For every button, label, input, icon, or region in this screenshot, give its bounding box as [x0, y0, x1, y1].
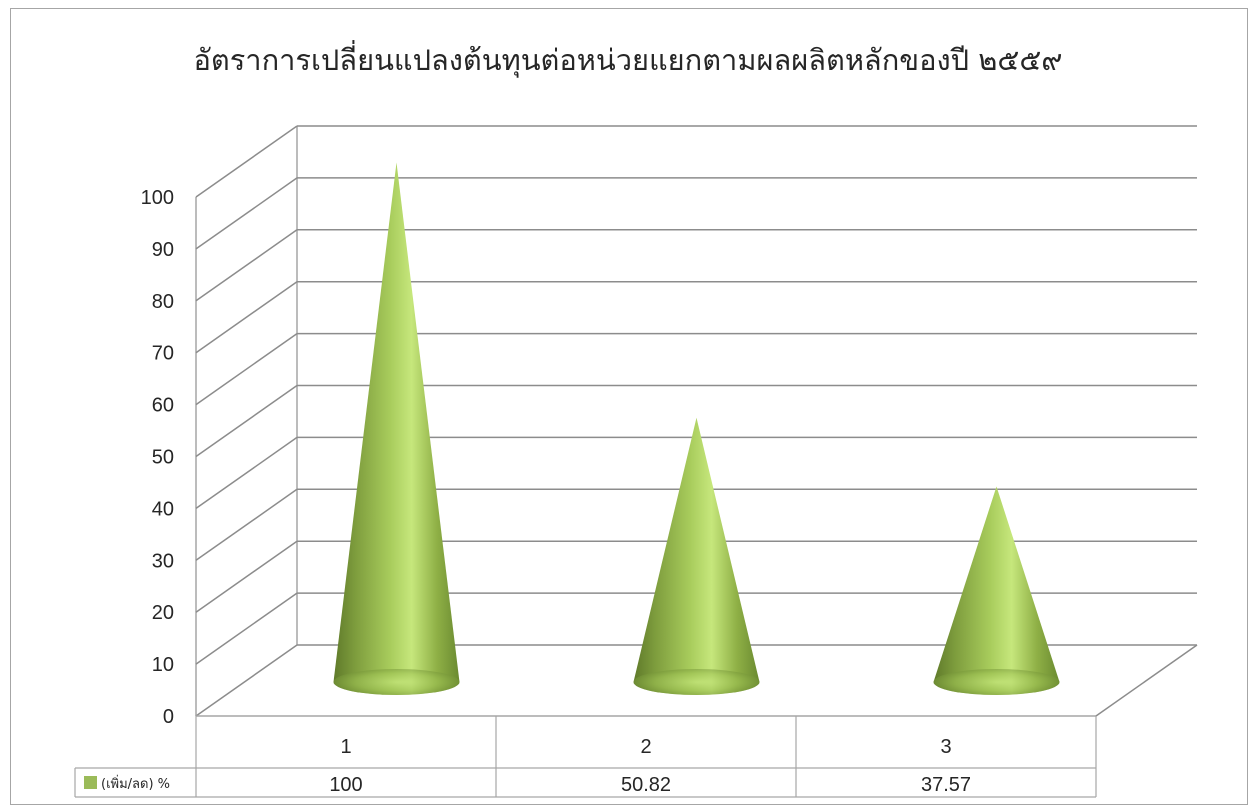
y-tick-label: 40 — [152, 498, 174, 520]
gridline-side — [195, 644, 298, 717]
gridline-side — [195, 384, 298, 458]
y-tick-label: 10 — [152, 654, 174, 676]
cone-body — [933, 486, 1060, 695]
legend-label: (เพิ่ม/ลด) % — [101, 775, 170, 792]
gridline-side — [195, 229, 298, 302]
floor-side-edge — [1095, 644, 1198, 717]
data-value-label: 37.57 — [921, 774, 971, 796]
gridline-side — [195, 281, 298, 354]
y-tick-label: 30 — [152, 550, 174, 572]
y-tick-label: 90 — [152, 239, 174, 261]
gridline-side — [195, 177, 298, 250]
bar-cone — [633, 417, 760, 695]
cone-base — [933, 669, 1060, 695]
gridline-side — [195, 125, 298, 198]
data-value-label: 100 — [329, 774, 362, 796]
gridline-side — [195, 488, 298, 561]
y-tick-label: 60 — [152, 395, 174, 417]
gridline-side — [195, 540, 298, 613]
x-category-label: 3 — [940, 736, 951, 758]
y-tick-label: 50 — [152, 447, 174, 469]
y-tick-label: 70 — [152, 343, 174, 365]
y-tick-label: 0 — [163, 706, 174, 728]
y-tick-label: 20 — [152, 602, 174, 624]
cone-base — [333, 669, 460, 695]
bar-cone — [933, 486, 1060, 695]
gridlines — [195, 125, 1198, 717]
data-value-label: 50.82 — [621, 774, 671, 796]
bar-cone — [333, 162, 460, 695]
data-table: 1 100 2 50.82 3 37.57 (เพิ่ม/ลด) % — [74, 716, 1097, 798]
cone-base — [633, 669, 760, 695]
x-category-label: 2 — [640, 736, 651, 758]
y-axis: 0 10 20 30 40 50 60 70 80 90 100 — [141, 187, 174, 728]
legend-swatch — [84, 776, 97, 789]
y-tick-label: 80 — [152, 291, 174, 313]
cone-body — [633, 417, 760, 695]
gridline-side — [195, 592, 298, 665]
gridline-side — [195, 436, 298, 510]
bars — [333, 162, 1060, 695]
cone-body — [333, 162, 460, 695]
gridline-side — [195, 332, 298, 406]
y-tick-label: 100 — [141, 187, 174, 209]
x-category-label: 1 — [340, 736, 351, 758]
chart-title: อัตราการเปลี่ยนแปลงต้นทุนต่อหน่วยแยกตามผ… — [193, 40, 1062, 78]
